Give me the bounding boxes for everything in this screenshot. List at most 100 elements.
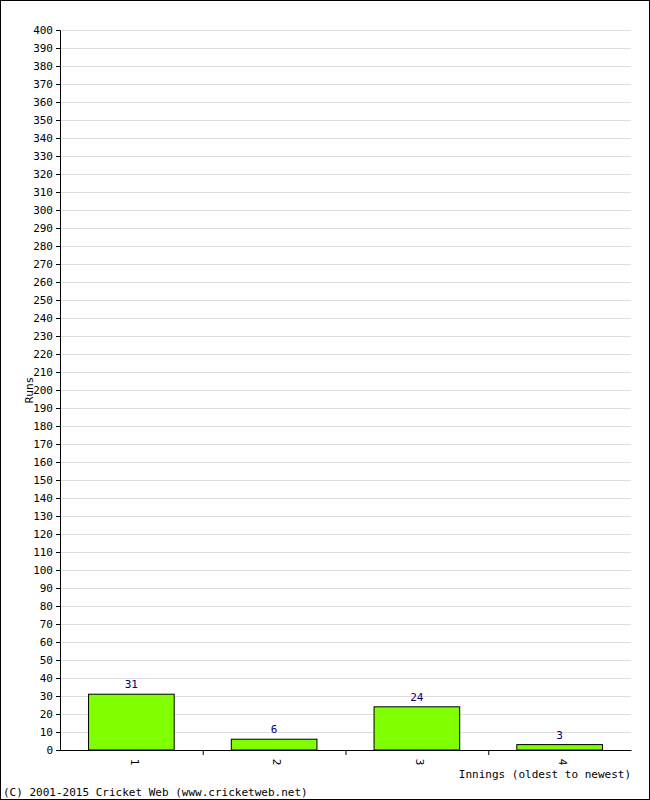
y-tick: 180 [33,420,60,433]
y-tick: 0 [46,744,60,757]
y-tick: 190 [33,402,60,415]
data-label: 6 [271,723,278,736]
y-tick: 250 [33,294,60,307]
y-tick-label: 130 [33,510,53,523]
y-tick: 50 [40,654,60,667]
y-axis-title: Runs [23,377,36,404]
y-tick-mark [56,156,60,157]
grid-line [60,660,631,661]
y-tick-mark [56,408,60,409]
y-tick-label: 380 [33,60,53,73]
data-label: 31 [125,678,138,691]
y-tick-mark [56,210,60,211]
y-tick-label: 160 [33,456,53,469]
y-tick-mark [56,192,60,193]
y-tick-label: 310 [33,186,53,199]
y-tick-mark [56,372,60,373]
y-tick-mark [56,480,60,481]
y-tick-label: 240 [33,312,53,325]
grid-line [60,48,631,49]
y-tick: 130 [33,510,60,523]
y-tick-label: 340 [33,132,53,145]
grid-line [60,336,631,337]
x-tick: 3 [413,750,426,765]
y-tick-mark [56,426,60,427]
y-tick-mark [56,84,60,85]
y-tick-mark [56,732,60,733]
y-tick-label: 280 [33,240,53,253]
y-tick-mark [56,606,60,607]
y-tick-mark [56,678,60,679]
grid-line [60,444,631,445]
y-tick-label: 80 [40,600,53,613]
y-tick-mark [56,120,60,121]
background [1,1,650,800]
y-tick-label: 0 [46,744,53,757]
y-tick-label: 100 [33,564,53,577]
y-tick: 240 [33,312,60,325]
y-tick-label: 180 [33,420,53,433]
y-tick-mark [56,444,60,445]
y-tick: 120 [33,528,60,541]
grid-line [60,570,631,571]
y-tick: 110 [33,546,60,559]
bar [89,694,175,750]
y-tick-label: 260 [33,276,53,289]
y-tick-mark [56,138,60,139]
data-label: 3 [556,729,563,742]
grid-line [60,192,631,193]
grid-line [60,372,631,373]
y-tick-label: 70 [40,618,53,631]
y-tick: 200 [33,384,60,397]
y-tick-mark [56,264,60,265]
y-tick: 140 [33,492,60,505]
category-separators [203,750,489,755]
y-tick-label: 110 [33,546,53,559]
y-tick: 340 [33,132,60,145]
y-tick-label: 140 [33,492,53,505]
y-tick-mark [56,354,60,355]
grid-line [60,174,631,175]
y-tick-label: 120 [33,528,53,541]
y-tick-label: 360 [33,96,53,109]
grid-line [60,498,631,499]
x-tick-label: 4 [556,759,569,766]
y-tick: 390 [33,42,60,55]
y-tick-mark [56,282,60,283]
y-tick-label: 290 [33,222,53,235]
grid-line [60,102,631,103]
grid-line [60,462,631,463]
y-tick-label: 200 [33,384,53,397]
y-tick-label: 20 [40,708,53,721]
y-tick-mark [56,102,60,103]
y-tick-mark [56,552,60,553]
y-tick-mark [56,696,60,697]
y-tick-label: 220 [33,348,53,361]
y-tick-label: 270 [33,258,53,271]
y-tick: 170 [33,438,60,451]
grid-line [60,138,631,139]
y-tick: 290 [33,222,60,235]
y-tick-label: 60 [40,636,53,649]
y-tick: 270 [33,258,60,271]
y-tick: 40 [40,672,60,685]
x-tick-label: 1 [128,759,141,766]
y-tick: 210 [33,366,60,379]
y-tick-mark [56,642,60,643]
y-tick-mark [56,318,60,319]
grid-line [60,642,631,643]
y-tick: 20 [40,708,60,721]
y-tick: 320 [33,168,60,181]
y-tick-mark [56,336,60,337]
y-tick-label: 390 [33,42,53,55]
y-tick-mark [56,714,60,715]
grid-line [60,228,631,229]
grid-line [60,282,631,283]
x-axis: 1234 [61,750,632,766]
plot: 0102030405060708090100110120130140150160… [33,24,631,766]
y-tick-mark [56,660,60,661]
y-tick-label: 330 [33,150,53,163]
y-tick-mark [56,66,60,67]
y-tick: 30 [40,690,60,703]
y-tick-mark [56,624,60,625]
